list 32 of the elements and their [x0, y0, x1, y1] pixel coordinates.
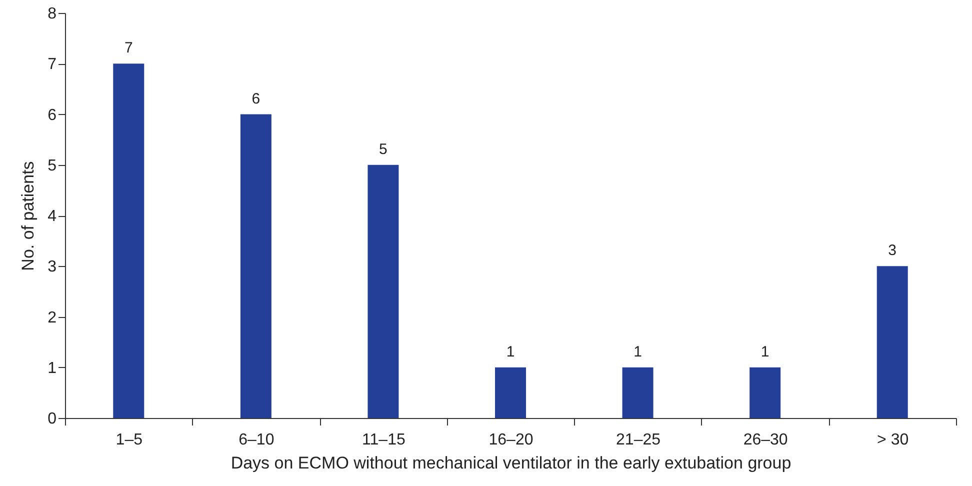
data-label: 5	[379, 140, 388, 158]
x-tick-label: 1–5	[116, 432, 143, 448]
data-label: 7	[124, 40, 133, 57]
x-tick-label: 26–30	[743, 432, 788, 448]
bar	[622, 367, 654, 418]
y-tick-label: 7	[48, 56, 57, 74]
x-tick-label: 21–25	[616, 432, 661, 448]
y-axis-title: No. of patients	[18, 161, 38, 271]
bar	[113, 64, 144, 418]
x-tick-label: 11–15	[362, 432, 406, 448]
y-tick-label: 5	[48, 157, 57, 174]
x-tick-label: 6–10	[238, 432, 274, 448]
data-label: 1	[760, 343, 770, 360]
x-tick-label: > 30	[877, 432, 909, 448]
bar	[750, 367, 781, 418]
data-label: 1	[506, 343, 515, 360]
bar	[876, 266, 908, 418]
y-tick-label: 3	[48, 258, 57, 276]
data-label: 1	[634, 343, 642, 360]
y-tick-label: 0	[48, 410, 57, 428]
x-axis-title: Days on ECMO without mechanical ventilator in the early extubation group	[230, 454, 792, 472]
x-tick-label: 16–20	[488, 432, 534, 448]
y-tick-label: 2	[48, 309, 57, 326]
bar	[495, 367, 526, 418]
bar	[368, 164, 399, 418]
y-tick-label: 4	[48, 208, 57, 225]
bar	[240, 114, 272, 418]
data-label: 3	[888, 242, 897, 260]
data-label: 6	[252, 90, 260, 108]
y-tick-label: 6	[48, 106, 57, 124]
y-tick-label: 1	[48, 360, 57, 377]
y-tick-label: 8	[48, 6, 57, 22]
